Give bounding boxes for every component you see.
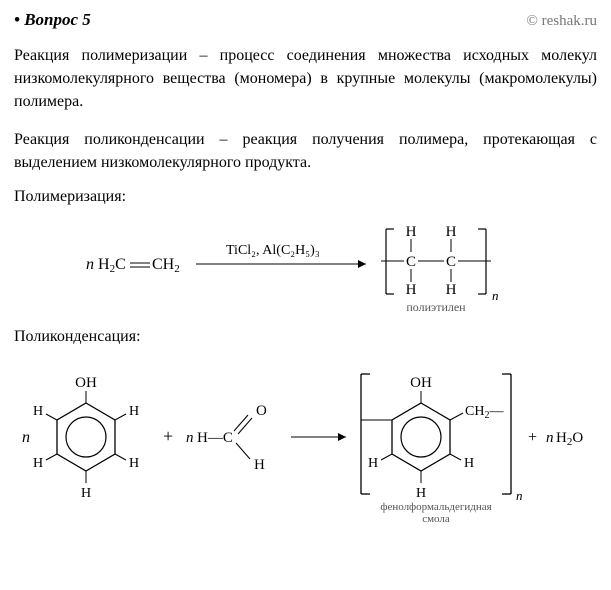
oh-label: OH xyxy=(410,375,432,391)
product-label-line2: смола xyxy=(422,513,450,524)
section-label-polymerization: Полимеризация: xyxy=(14,188,597,206)
catalyst-text: TiCl₂, Al(C₂H₅)₃ xyxy=(226,243,320,258)
phenol-n: n xyxy=(22,429,30,446)
formaldehyde-n: n xyxy=(186,430,194,446)
h-atom: H xyxy=(405,282,416,298)
water-n: n xyxy=(546,430,554,446)
h-atom: H xyxy=(32,404,42,419)
site-watermark: © reshak.ru xyxy=(526,13,597,30)
h-atom: H xyxy=(445,224,456,240)
paragraph-polymerization-def: Реакция полимеризации – процесс соединен… xyxy=(14,44,597,114)
reactant-n: n xyxy=(86,256,94,273)
h-atom: H xyxy=(128,456,138,471)
c-atom: C xyxy=(405,254,415,270)
phenol-structure: OH H H H H H xyxy=(32,375,138,501)
section-label-polycondensation: Поликонденсация: xyxy=(14,328,597,346)
product-label-line1: фенолформальдегидная xyxy=(380,501,491,513)
reaction-polycondensation: n OH H H H H H + xyxy=(14,354,597,524)
product-label: полиэтилен xyxy=(406,300,466,314)
reactant-ch2: CH2 xyxy=(152,256,180,275)
h-atom: H xyxy=(128,404,138,419)
formaldehyde-hc: H—C xyxy=(197,430,233,446)
question-title: • Вопрос 5 xyxy=(14,10,91,30)
repeat-n: n xyxy=(516,488,523,503)
h-atom: H xyxy=(405,224,416,240)
c-atom: C xyxy=(445,254,455,270)
h-atom: H xyxy=(445,282,456,298)
oh-label: OH xyxy=(75,375,97,391)
h-atom: H xyxy=(463,456,473,471)
plus-sign: + xyxy=(163,426,173,446)
h-atom: H xyxy=(415,486,425,501)
repeat-n: n xyxy=(492,288,499,303)
phenol-formaldehyde-product: OH CH2— H H H n фенолформальдегидная смо… xyxy=(361,374,523,524)
reaction-polymerization: n H2C CH2 TiCl₂, Al(C₂H₅)₃ H H C xyxy=(14,214,597,314)
plus-sign: + xyxy=(528,429,537,446)
polymer-structure: H H C C H H n полиэтилен xyxy=(381,224,499,314)
reactant-formula: H2C xyxy=(98,256,126,275)
formaldehyde-h: H xyxy=(254,457,265,473)
formaldehyde-structure: n H—C O H xyxy=(186,403,267,473)
water-formula: H2O xyxy=(556,430,583,448)
paragraph-polycondensation-def: Реакция поликонденсации – реакция получе… xyxy=(14,128,597,174)
h-atom: H xyxy=(367,456,377,471)
h-atom: H xyxy=(32,456,42,471)
formaldehyde-o: O xyxy=(256,403,267,419)
ch2-group: CH2— xyxy=(465,404,504,421)
h-atom: H xyxy=(80,486,90,501)
header-row: • Вопрос 5 © reshak.ru xyxy=(14,10,597,30)
